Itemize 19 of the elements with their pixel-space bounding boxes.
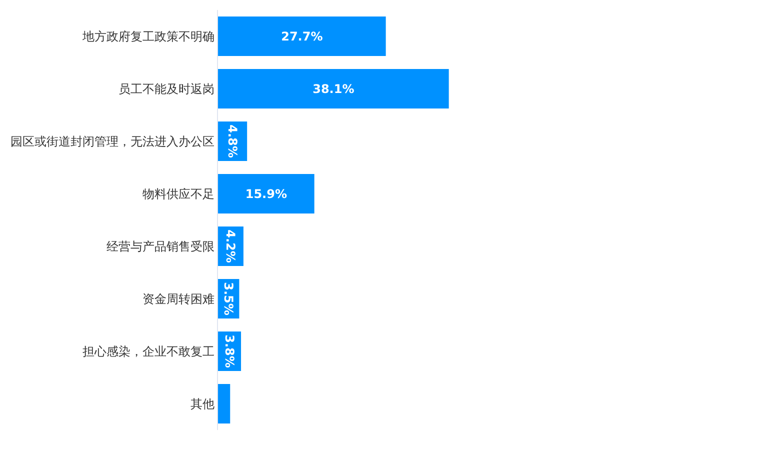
y-tick-label: 资金周转困难	[142, 292, 215, 306]
data-label: 4.2%	[224, 230, 238, 263]
y-tick-label: 员工不能及时返岗	[118, 82, 215, 96]
bar	[218, 384, 230, 424]
data-label: 4.8%	[226, 124, 240, 158]
y-tick-label: 地方政府复工政策不明确	[82, 29, 215, 44]
data-label: 3.8%	[222, 334, 237, 368]
y-tick-label: 其他	[190, 396, 215, 411]
bar	[218, 16, 386, 56]
data-label: 3.5%	[222, 282, 236, 316]
data-label: 15.9%	[245, 186, 287, 201]
data-label: 38.1%	[312, 82, 354, 96]
y-tick-label: 担心感染，企业不敢复工	[82, 344, 215, 358]
y-tick-label: 经营与产品销售受限	[106, 239, 215, 254]
data-label: 27.7%	[281, 29, 323, 44]
bar	[218, 69, 449, 108]
y-tick-label: 园区或街道封闭管理，无法进入办公区	[10, 134, 215, 148]
bar	[218, 174, 314, 214]
y-tick-label: 物料供应不足	[142, 186, 215, 201]
